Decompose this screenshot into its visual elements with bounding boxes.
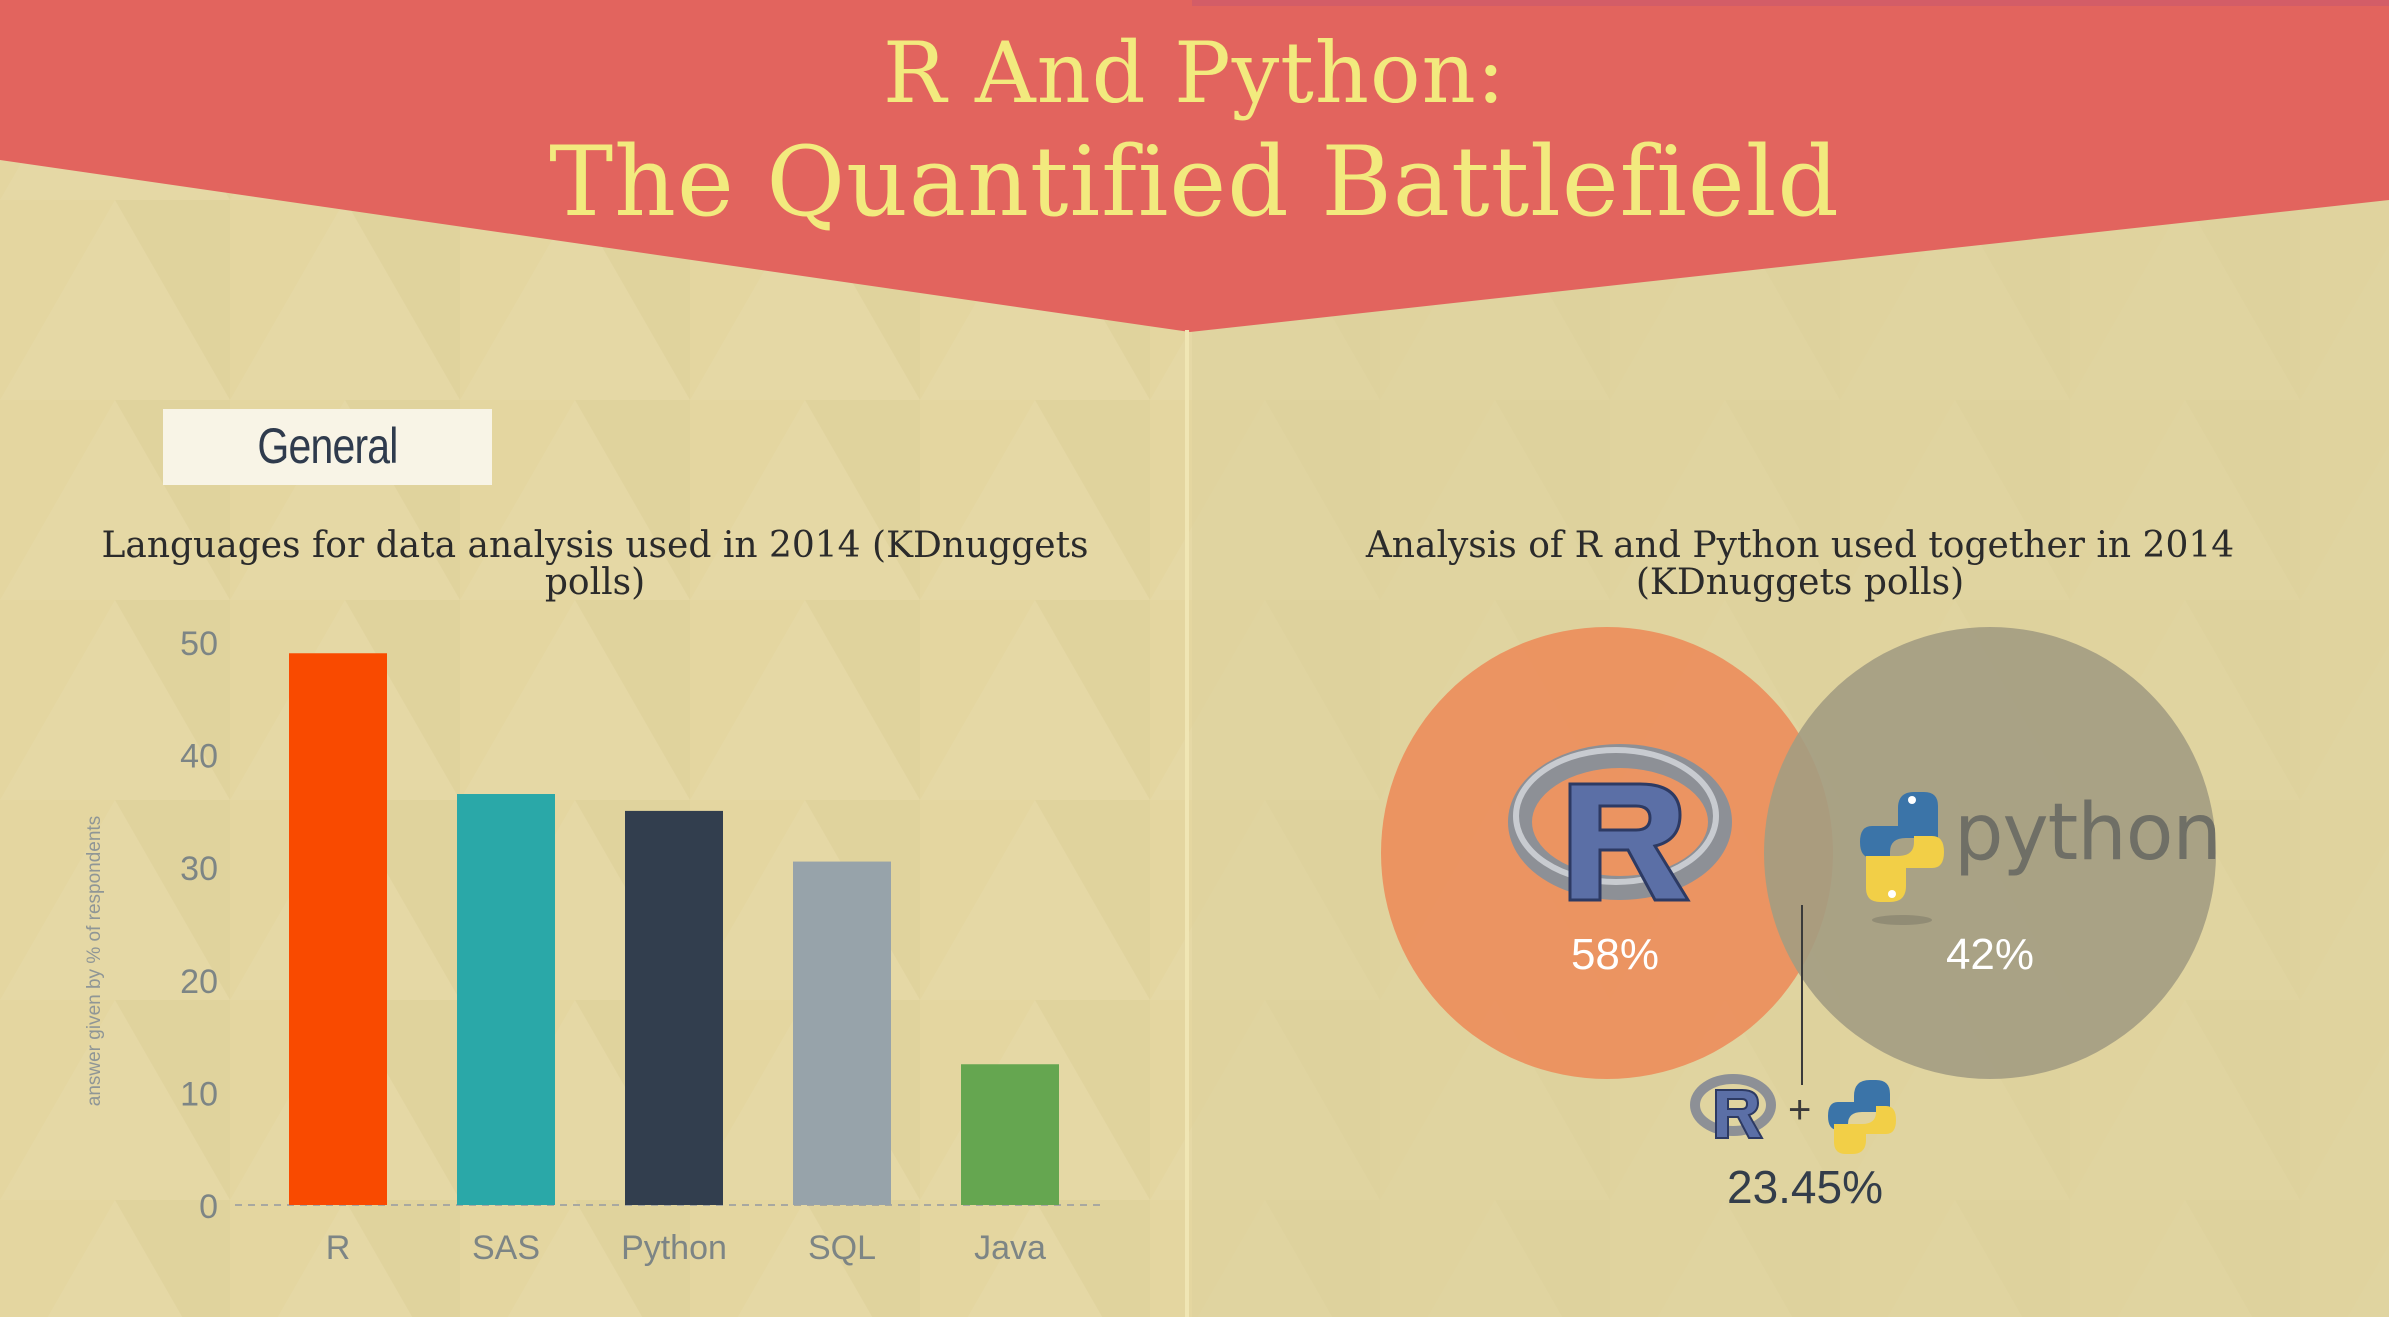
section-label: General bbox=[257, 418, 398, 474]
bar-java bbox=[961, 1064, 1059, 1205]
r-percentage: 58% bbox=[1570, 930, 1660, 979]
bar-r bbox=[289, 653, 387, 1205]
python-wordmark: python bbox=[1954, 788, 2222, 878]
small-r-logo-icon bbox=[1690, 1074, 1776, 1139]
title-banner bbox=[0, 0, 2389, 332]
x-tick-label: Python bbox=[621, 1229, 727, 1267]
y-tick-label: 40 bbox=[180, 738, 218, 776]
bar-chart: 0 10 20 30 40 50 R SAS Python SQL Java bbox=[180, 625, 1105, 1267]
plus-sign: + bbox=[1788, 1088, 1812, 1132]
venn-title: Analysis of R and Python used together i… bbox=[1300, 527, 2300, 601]
column-divider bbox=[1185, 330, 1189, 1317]
bar-chart-title-line-2: polls) bbox=[544, 562, 646, 603]
x-tick-label: SQL bbox=[808, 1229, 876, 1267]
y-tick-label: 10 bbox=[180, 1075, 218, 1113]
y-tick-label: 20 bbox=[180, 963, 218, 1001]
title-line-2: The Quantified Battlefield bbox=[549, 126, 1840, 238]
y-tick-label: 50 bbox=[180, 625, 218, 663]
title-line-1: R And Python: bbox=[883, 24, 1506, 122]
section-tab: General bbox=[163, 409, 492, 485]
venn-title-line-2: (KDnuggets polls) bbox=[1635, 562, 1965, 603]
x-tick-label: R bbox=[326, 1229, 351, 1267]
y-tick-label: 0 bbox=[199, 1188, 218, 1226]
overlap-percentage: 23.45% bbox=[1726, 1161, 1883, 1213]
bar-sql bbox=[793, 861, 891, 1205]
bar-chart-title: Languages for data analysis used in 2014… bbox=[90, 527, 1100, 601]
r-circle bbox=[1381, 627, 1833, 1079]
r-logo-icon bbox=[1508, 744, 1732, 902]
x-tick-label: Java bbox=[974, 1229, 1046, 1267]
venn-title-line-1: Analysis of R and Python used together i… bbox=[1365, 525, 2235, 566]
bar-python bbox=[625, 810, 723, 1205]
bar-chart-title-line-1: Languages for data analysis used in 2014… bbox=[101, 525, 1089, 566]
python-logo-icon bbox=[1860, 792, 1944, 925]
python-circle bbox=[1764, 627, 2216, 1079]
python-percentage: 42% bbox=[1945, 930, 2035, 979]
y-tick-label: 30 bbox=[180, 850, 218, 888]
small-python-logo-icon bbox=[1828, 1080, 1896, 1154]
bar-sas bbox=[457, 794, 555, 1205]
x-tick-label: SAS bbox=[472, 1229, 540, 1267]
